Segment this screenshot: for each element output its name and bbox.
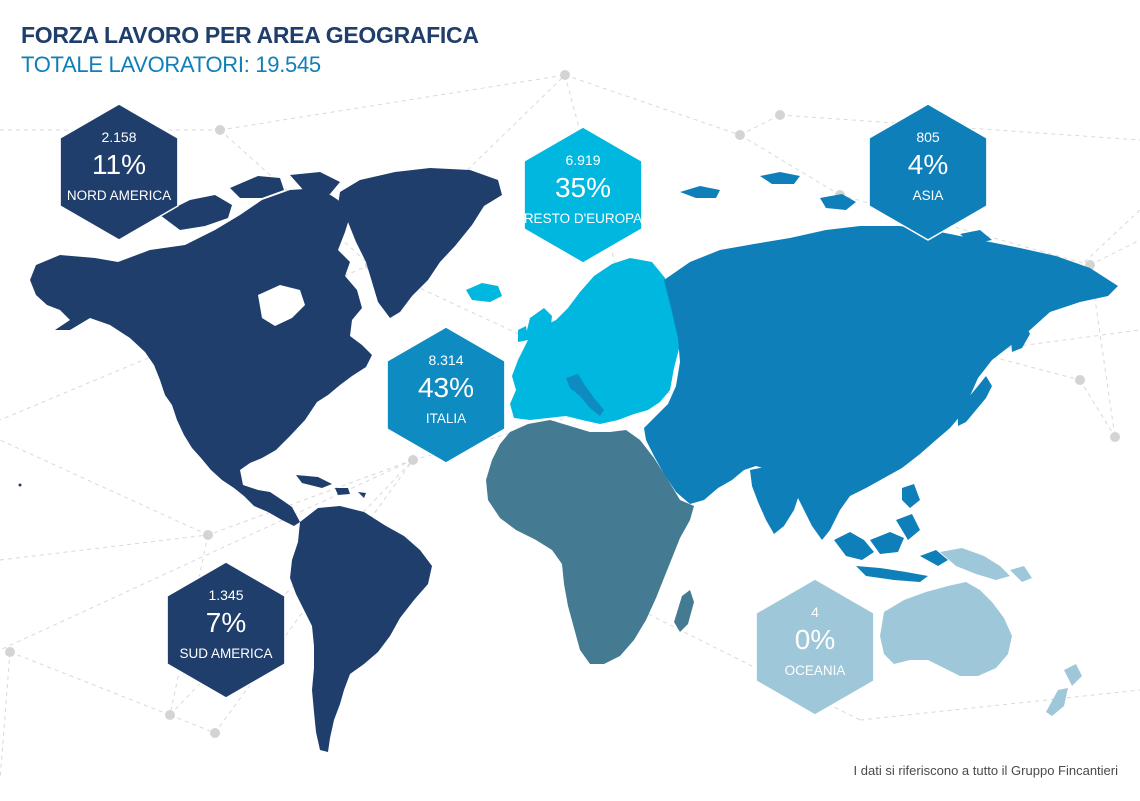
iceland bbox=[466, 283, 502, 302]
continents bbox=[18, 168, 1118, 752]
page-subtitle: TOTALE LAVORATORI: 19.545 bbox=[21, 52, 321, 77]
europe-continent bbox=[510, 258, 680, 424]
badge-percent: 43% bbox=[418, 372, 474, 403]
australia bbox=[880, 582, 1012, 676]
badge-percent: 35% bbox=[555, 172, 611, 203]
india bbox=[750, 466, 800, 534]
asia-continent bbox=[644, 226, 1118, 540]
badge-hexagon bbox=[868, 103, 988, 241]
badge-hexagon bbox=[523, 126, 643, 264]
badge-label: ASIA bbox=[913, 188, 944, 203]
badge-count: 805 bbox=[916, 129, 940, 145]
badge-nord-america: 2.158 11% NORD AMERICA bbox=[59, 103, 179, 241]
badge-label: RESTO D'EUROPA bbox=[524, 211, 642, 226]
badge-italia: 8.314 43% ITALIA bbox=[386, 326, 506, 464]
badge-label: ITALIA bbox=[426, 411, 466, 426]
arctic-russia-islands bbox=[680, 172, 992, 244]
badge-percent: 4% bbox=[908, 149, 948, 180]
badge-percent: 0% bbox=[795, 624, 835, 655]
italy-region bbox=[566, 374, 604, 416]
africa-continent bbox=[486, 420, 694, 664]
greenland bbox=[338, 168, 502, 318]
page-title: FORZA LAVORO PER AREA GEOGRAFICA bbox=[21, 22, 479, 48]
madagascar bbox=[674, 590, 694, 632]
badge-hexagon bbox=[386, 326, 506, 464]
badge-count: 4 bbox=[811, 604, 819, 620]
new-guinea bbox=[940, 548, 1032, 582]
hudson-bay bbox=[258, 285, 305, 326]
caribbean-islands bbox=[296, 475, 366, 498]
badge-count: 6.919 bbox=[565, 152, 600, 168]
badge-hexagon bbox=[59, 103, 179, 241]
badge-label: SUD AMERICA bbox=[179, 646, 272, 661]
uk-islands bbox=[518, 308, 552, 348]
se-asia-islands bbox=[834, 484, 948, 582]
badge-sud-america: 1.345 7% SUD AMERICA bbox=[166, 561, 286, 699]
new-zealand bbox=[1046, 664, 1082, 716]
arctic-islands bbox=[160, 172, 340, 230]
badge-count: 2.158 bbox=[101, 129, 136, 145]
badge-label: NORD AMERICA bbox=[67, 188, 171, 203]
region-badges: 2.158 11% NORD AMERICA 6.919 35% RESTO D'EURO… bbox=[59, 103, 988, 716]
south-america-continent bbox=[290, 506, 432, 752]
badge-hexagon bbox=[755, 578, 875, 716]
badge-label: OCEANIA bbox=[785, 663, 846, 678]
badge-hexagon bbox=[166, 561, 286, 699]
badge-count: 1.345 bbox=[208, 587, 243, 603]
badge-oceania: 4 0% OCEANIA bbox=[755, 578, 875, 716]
badge-percent: 11% bbox=[92, 149, 146, 180]
badge-resto-europa: 6.919 35% RESTO D'EUROPA bbox=[523, 126, 643, 264]
japan bbox=[958, 322, 1030, 426]
north-america-continent bbox=[30, 188, 372, 526]
badge-count: 8.314 bbox=[428, 352, 463, 368]
footer-note: I dati si riferiscono a tutto il Gruppo … bbox=[853, 763, 1118, 778]
hawaii-island bbox=[18, 483, 22, 487]
badge-asia: 805 4% ASIA bbox=[868, 103, 988, 241]
badge-percent: 7% bbox=[206, 607, 246, 638]
